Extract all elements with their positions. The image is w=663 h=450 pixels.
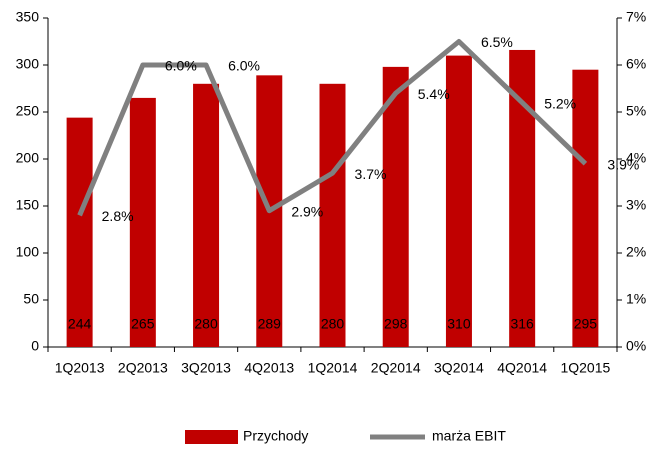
line-value-label: 6.0% xyxy=(228,58,260,74)
line-value-label: 6.5% xyxy=(481,34,513,50)
y-tick-label: 250 xyxy=(16,103,40,119)
y2-tick-label: 5% xyxy=(626,103,646,119)
line-value-label: 3.7% xyxy=(355,166,387,182)
y2-tick-label: 4% xyxy=(626,150,646,166)
y2-tick-label: 0% xyxy=(626,338,646,354)
y-tick-label: 200 xyxy=(16,150,40,166)
line-value-label: 5.2% xyxy=(544,95,576,111)
y-tick-label: 300 xyxy=(16,56,40,72)
bar xyxy=(129,97,156,348)
y-tick-label: 100 xyxy=(16,244,40,260)
bar xyxy=(445,55,472,347)
y2-tick-label: 7% xyxy=(626,9,646,25)
x-tick-label: 1Q2015 xyxy=(560,360,610,376)
bar-value-label: 244 xyxy=(68,316,92,332)
line-value-label: 2.8% xyxy=(102,208,134,224)
bar-value-label: 298 xyxy=(384,316,408,332)
line xyxy=(77,39,588,217)
legend-label: Przychody xyxy=(243,428,308,444)
bar xyxy=(319,83,346,348)
bar xyxy=(66,117,93,347)
bar-value-label: 310 xyxy=(447,316,471,332)
bar-value-label: 265 xyxy=(131,316,155,332)
y2-tick-label: 3% xyxy=(626,197,646,213)
line-value-label: 3.9% xyxy=(607,156,639,172)
bar xyxy=(382,66,409,347)
y-tick-label: 150 xyxy=(16,197,40,213)
y-tick-label: 350 xyxy=(16,9,40,25)
line-value-label: 6.0% xyxy=(165,58,197,74)
line-value-label: 5.4% xyxy=(418,86,450,102)
bar-value-label: 280 xyxy=(194,316,218,332)
x-tick-label: 3Q2013 xyxy=(181,360,231,376)
bar xyxy=(193,83,220,348)
y2-tick-label: 2% xyxy=(626,244,646,260)
x-tick-label: 4Q2014 xyxy=(497,360,547,376)
bar-value-label: 289 xyxy=(258,316,282,332)
bar-value-label: 316 xyxy=(510,316,534,332)
x-tick-label: 1Q2014 xyxy=(308,360,358,376)
x-tick-label: 2Q2014 xyxy=(371,360,421,376)
legend-label: marża EBIT xyxy=(432,428,506,444)
bar xyxy=(572,69,599,347)
y-tick-label: 0 xyxy=(31,338,39,354)
x-tick-label: 2Q2013 xyxy=(118,360,168,376)
bar-value-label: 295 xyxy=(574,316,598,332)
y2-tick-label: 1% xyxy=(626,291,646,307)
x-tick-label: 3Q2014 xyxy=(434,360,484,376)
y-tick-label: 50 xyxy=(23,291,39,307)
x-tick-label: 1Q2013 xyxy=(55,360,105,376)
y2-tick-label: 6% xyxy=(626,56,646,72)
x-tick-label: 4Q2013 xyxy=(244,360,294,376)
legend-swatch xyxy=(185,430,238,444)
line-value-label: 2.9% xyxy=(291,203,323,219)
bar-value-label: 280 xyxy=(321,316,345,332)
